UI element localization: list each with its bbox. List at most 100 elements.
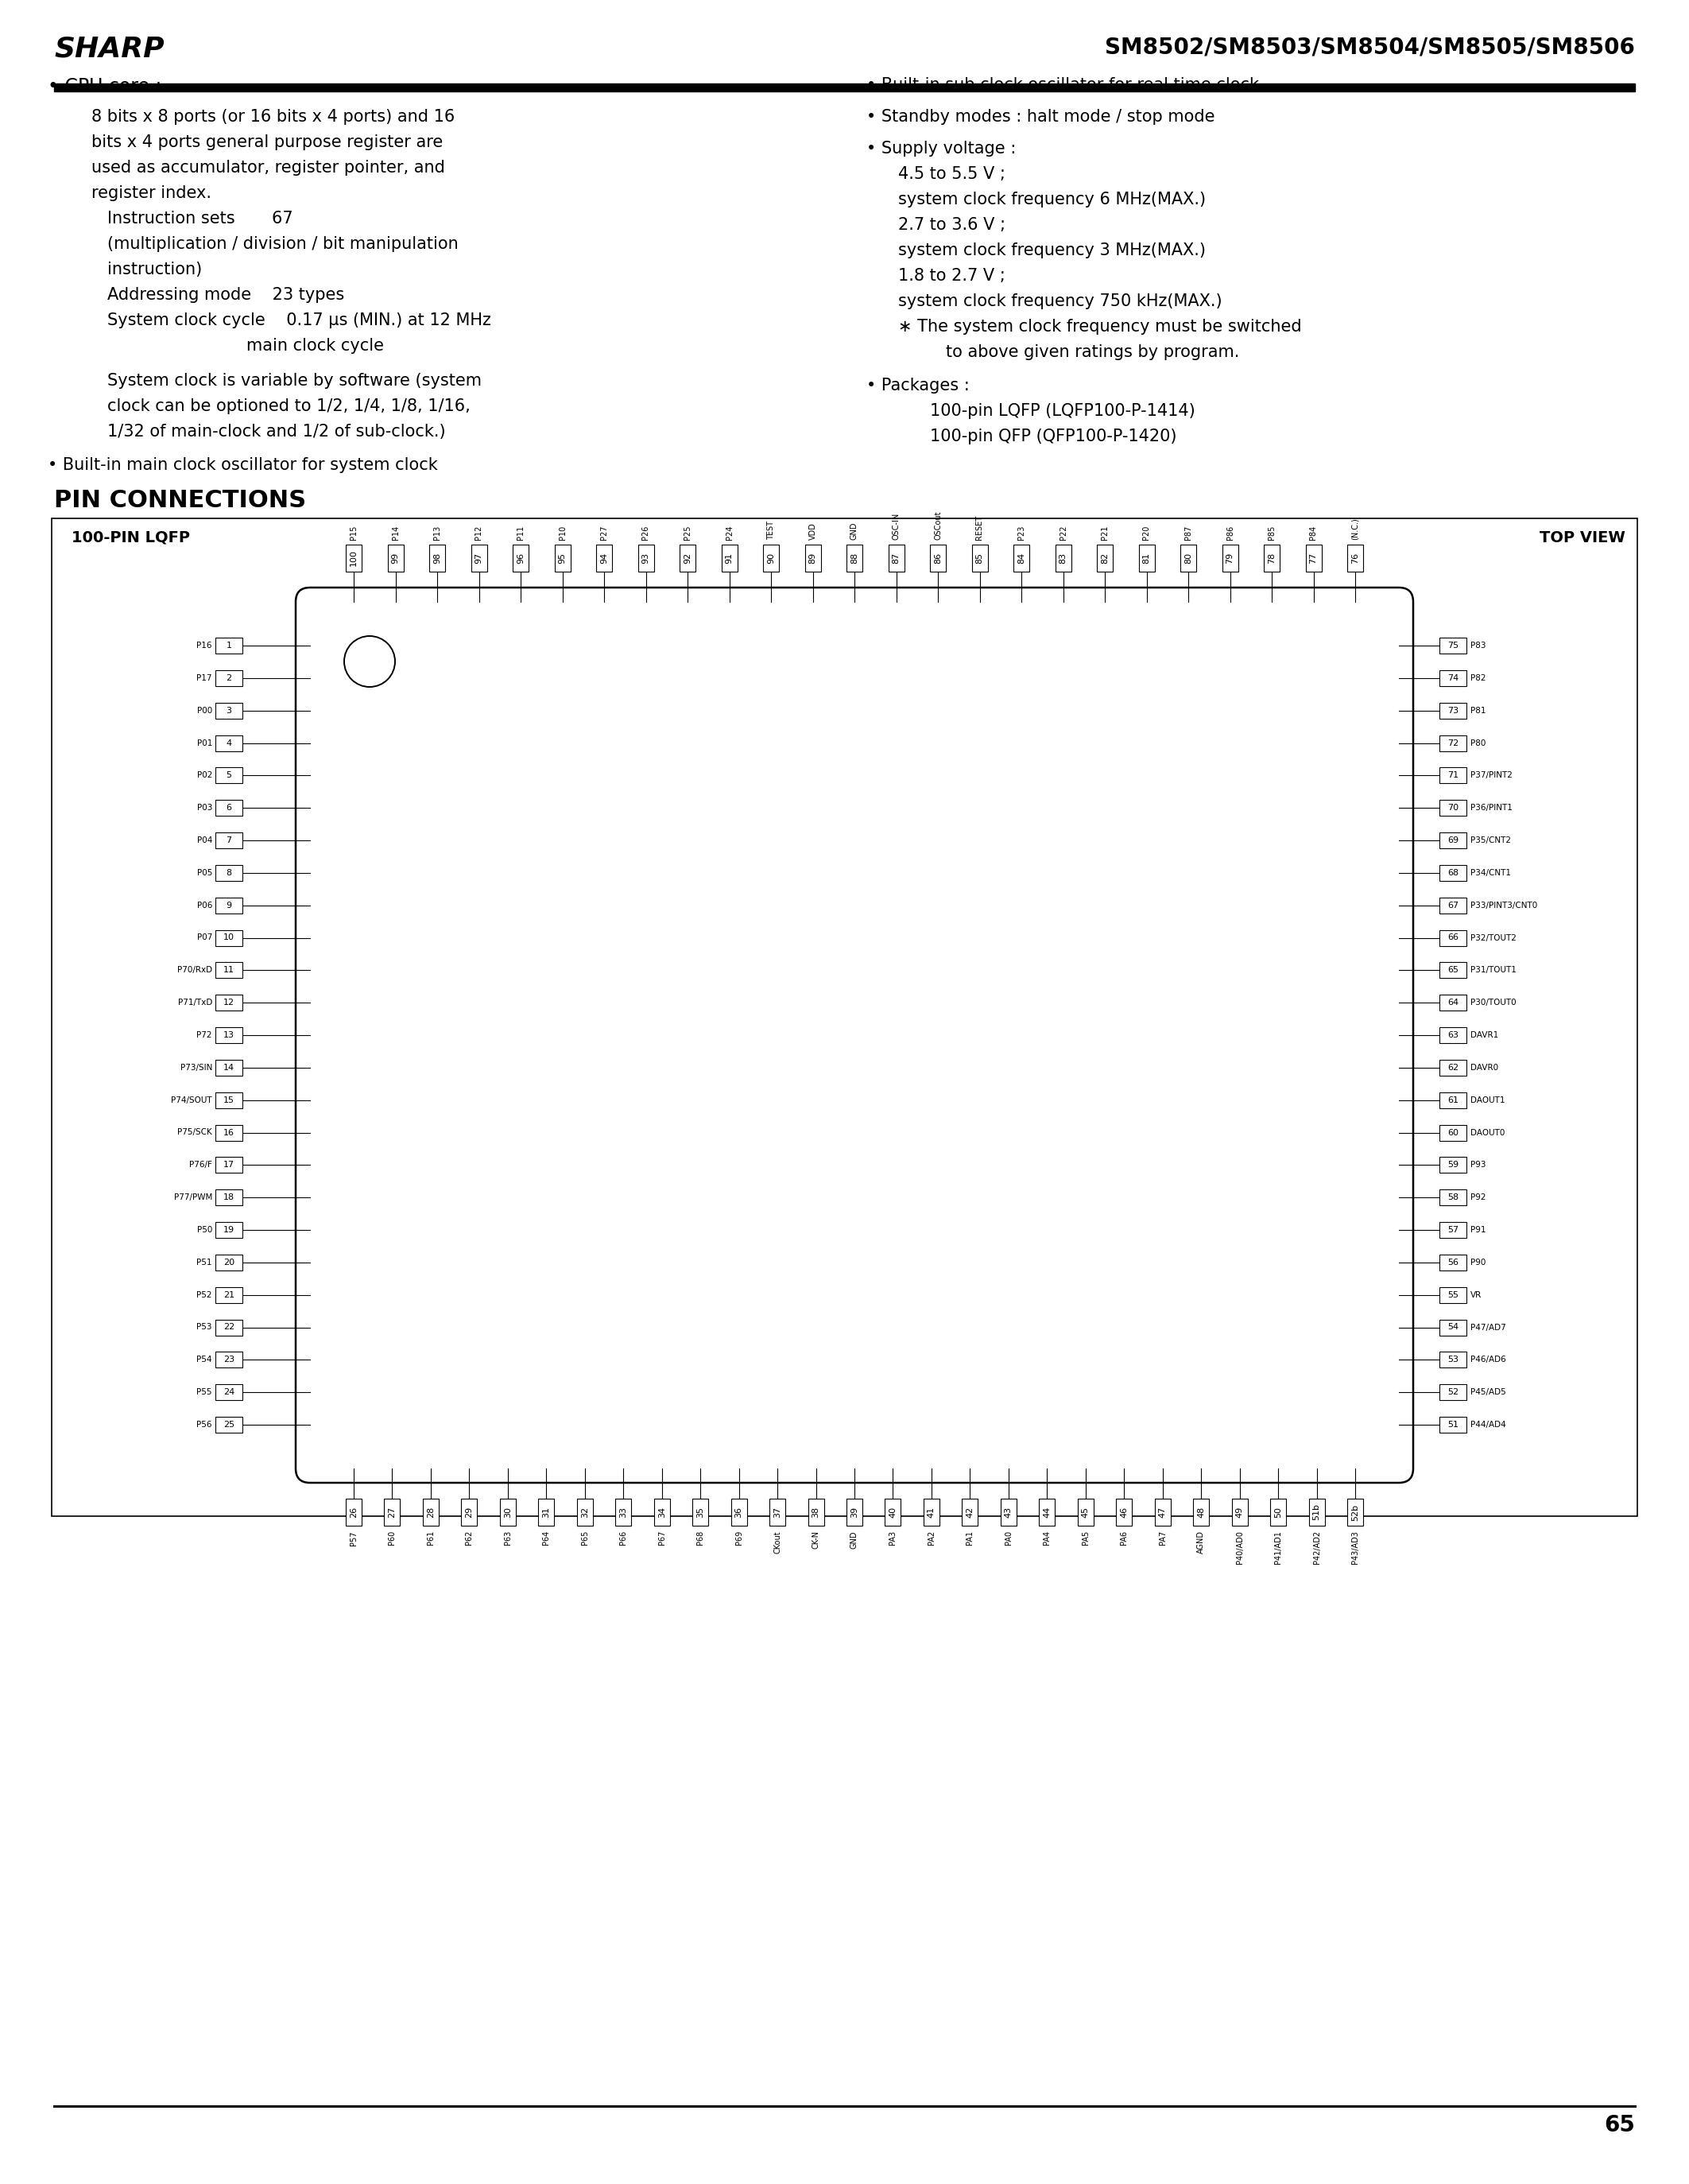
Bar <box>216 1190 243 1206</box>
Text: System clock is variable by software (system: System clock is variable by software (sy… <box>108 373 481 389</box>
Text: PA2: PA2 <box>927 1531 936 1544</box>
Text: P85: P85 <box>1268 524 1275 539</box>
Text: 4: 4 <box>226 738 231 747</box>
Text: P36/PINT1: P36/PINT1 <box>1471 804 1512 812</box>
Bar <box>731 1498 747 1527</box>
Bar <box>216 994 243 1011</box>
Bar <box>807 1498 824 1527</box>
Text: 45: 45 <box>1081 1507 1089 1518</box>
Text: 5: 5 <box>226 771 231 780</box>
Text: 14: 14 <box>223 1064 235 1072</box>
Text: P20: P20 <box>1142 524 1150 539</box>
Text: 83: 83 <box>1059 553 1067 563</box>
Bar <box>615 1498 632 1527</box>
Bar <box>804 544 821 572</box>
Text: 66: 66 <box>1447 935 1459 941</box>
Text: 82: 82 <box>1101 553 1108 563</box>
Bar <box>1231 1498 1248 1527</box>
Text: 6: 6 <box>226 804 231 812</box>
Text: OSCout: OSCout <box>934 511 942 539</box>
Text: P13: P13 <box>432 526 441 539</box>
Text: 100-pin QFP (QFP100-P-1420): 100-pin QFP (QFP100-P-1420) <box>931 428 1177 443</box>
Text: P83: P83 <box>1471 642 1486 649</box>
Text: P87: P87 <box>1184 524 1192 539</box>
Text: P51: P51 <box>196 1258 213 1267</box>
Bar <box>216 1026 243 1044</box>
Text: P42/AD2: P42/AD2 <box>1312 1531 1321 1564</box>
Bar <box>216 1125 243 1140</box>
Text: P81: P81 <box>1471 708 1486 714</box>
Bar <box>1439 1286 1466 1304</box>
Text: P07: P07 <box>198 935 213 941</box>
Text: 65: 65 <box>1605 2114 1635 2136</box>
Bar <box>1439 736 1466 751</box>
Text: PA5: PA5 <box>1081 1531 1089 1544</box>
Bar <box>1056 544 1071 572</box>
Bar <box>216 1223 243 1238</box>
Text: DAVR0: DAVR0 <box>1471 1064 1498 1072</box>
Bar <box>770 1498 785 1527</box>
Text: 26: 26 <box>350 1507 358 1518</box>
Text: 2: 2 <box>226 675 231 681</box>
Text: P70/RxD: P70/RxD <box>177 965 213 974</box>
Text: used as accumulator, register pointer, and: used as accumulator, register pointer, a… <box>91 159 444 175</box>
Text: 70: 70 <box>1447 804 1459 812</box>
Bar <box>1439 865 1466 880</box>
Text: 93: 93 <box>642 553 650 563</box>
Text: 60: 60 <box>1447 1129 1459 1136</box>
Text: 25: 25 <box>223 1422 235 1428</box>
Text: Instruction sets       67: Instruction sets 67 <box>108 210 292 227</box>
Text: clock can be optioned to 1/2, 1/4, 1/8, 1/16,: clock can be optioned to 1/2, 1/4, 1/8, … <box>108 397 470 415</box>
Text: 69: 69 <box>1447 836 1459 845</box>
Bar <box>1439 1417 1466 1433</box>
Text: PA1: PA1 <box>966 1531 975 1544</box>
Text: ∗ The system clock frequency must be switched: ∗ The system clock frequency must be swi… <box>899 319 1302 334</box>
Circle shape <box>345 636 395 688</box>
Text: 22: 22 <box>223 1324 235 1332</box>
Text: P60: P60 <box>388 1531 397 1544</box>
Bar <box>52 518 1637 1516</box>
Text: 61: 61 <box>1447 1096 1459 1105</box>
Bar <box>216 832 243 847</box>
Text: 38: 38 <box>812 1507 819 1518</box>
Bar <box>216 736 243 751</box>
Text: P22: P22 <box>1059 524 1067 539</box>
Text: 27: 27 <box>388 1507 397 1518</box>
Bar <box>1439 1158 1466 1173</box>
Text: 20: 20 <box>223 1258 235 1267</box>
Text: P65: P65 <box>581 1531 589 1544</box>
Text: 84: 84 <box>1017 553 1025 563</box>
Text: 23: 23 <box>223 1356 235 1363</box>
Text: P01: P01 <box>198 738 213 747</box>
Text: VDD: VDD <box>809 522 817 539</box>
Text: P54: P54 <box>196 1356 213 1363</box>
Text: 55: 55 <box>1447 1291 1459 1299</box>
Bar <box>963 1498 978 1527</box>
Text: 65: 65 <box>1447 965 1459 974</box>
Bar <box>216 963 243 978</box>
Bar <box>763 544 779 572</box>
Bar <box>1439 1319 1466 1334</box>
Text: 24: 24 <box>223 1389 235 1396</box>
Text: DAOUT0: DAOUT0 <box>1471 1129 1505 1136</box>
Text: 39: 39 <box>851 1507 858 1518</box>
Text: 18: 18 <box>223 1192 235 1201</box>
Text: P00: P00 <box>198 708 213 714</box>
Text: P02: P02 <box>198 771 213 780</box>
Text: 31: 31 <box>542 1507 551 1518</box>
Text: P21: P21 <box>1101 524 1108 539</box>
Text: P84: P84 <box>1309 526 1317 539</box>
Bar <box>1439 1352 1466 1367</box>
Text: P45/AD5: P45/AD5 <box>1471 1389 1507 1396</box>
Text: SM8502/SM8503/SM8504/SM8505/SM8506: SM8502/SM8503/SM8504/SM8505/SM8506 <box>1105 35 1635 59</box>
Text: 73: 73 <box>1447 708 1459 714</box>
Bar <box>471 544 486 572</box>
Bar <box>216 1254 243 1271</box>
Text: 80: 80 <box>1184 553 1192 563</box>
Bar <box>513 544 529 572</box>
Text: 19: 19 <box>223 1225 235 1234</box>
Bar <box>346 544 361 572</box>
Text: • Standby modes : halt mode / stop mode: • Standby modes : halt mode / stop mode <box>866 109 1214 124</box>
Text: SHARP: SHARP <box>54 35 164 63</box>
Text: P76/F: P76/F <box>189 1162 213 1168</box>
